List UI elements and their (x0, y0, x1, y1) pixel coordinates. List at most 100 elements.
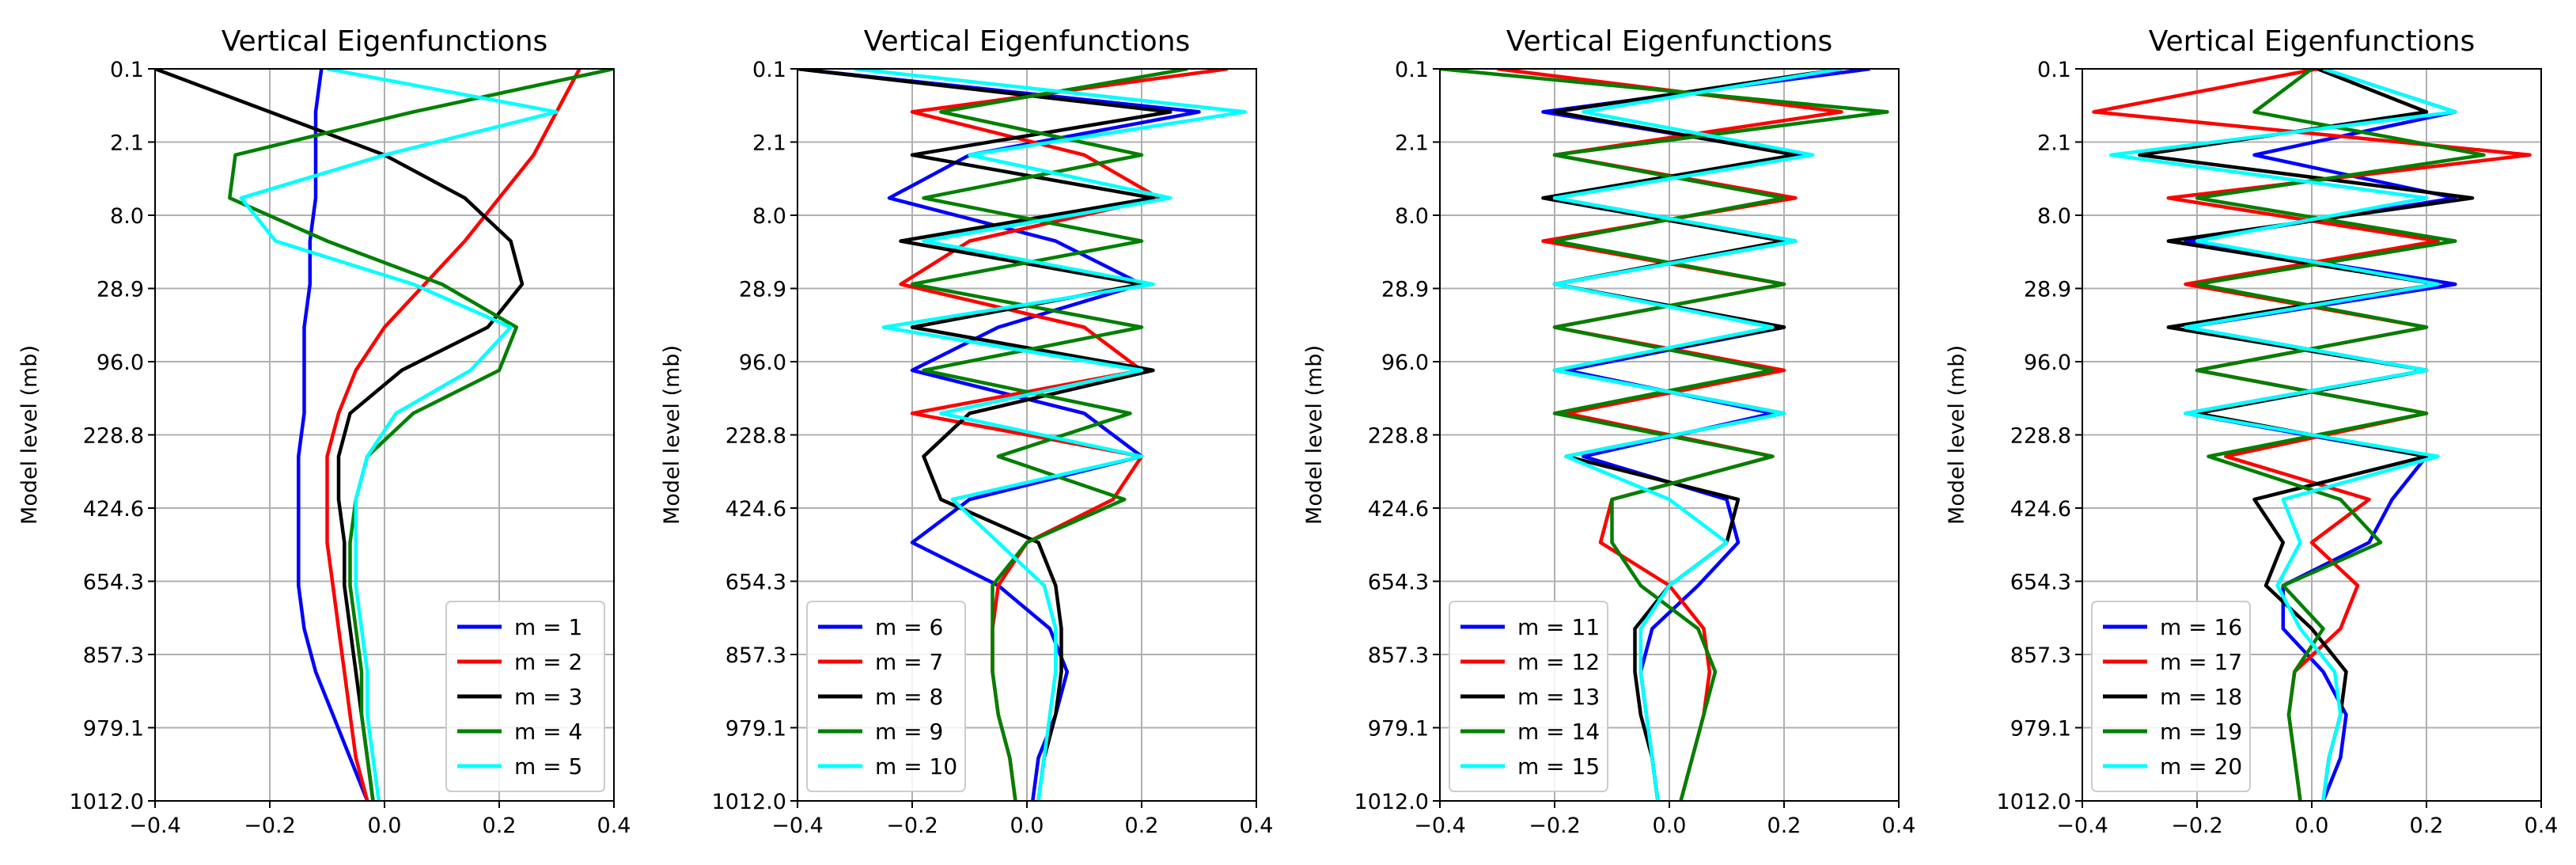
series-line-m9 (910, 69, 1188, 801)
legend-box (2091, 601, 2251, 792)
x-tick-label: −0.4 (1414, 814, 1466, 838)
legend: m = 1 m = 2 m = 3 m = 4 m = 5 (445, 601, 605, 792)
y-tick-label: 8.0 (2037, 204, 2071, 229)
legend-label: m = 14 (1517, 719, 1600, 745)
series-line-m8 (797, 69, 1172, 801)
legend-label: m = 11 (1517, 614, 1600, 640)
x-tick-label: 0.4 (2525, 814, 2559, 838)
y-tick-label: 424.6 (2010, 497, 2071, 522)
panel-1: −0.4 −0.2 0.0 0.2 0.4 0.1 2.1 8.0 28.9 96.0 228.8 4… (17, 25, 631, 838)
x-tick-label: 0.4 (597, 814, 631, 838)
series-line-m20 (2109, 69, 2457, 801)
x-tick-label: 0.2 (1767, 814, 1801, 838)
legend-label: m = 12 (1517, 649, 1600, 675)
y-tick-label: 96.0 (1381, 351, 1429, 375)
y-axis-label: Model level (mb) (660, 345, 684, 525)
legend-label: m = 10 (875, 753, 957, 780)
y-tick-label: 979.1 (2010, 717, 2071, 742)
series-line-m1 (297, 69, 369, 801)
x-tick-label: 0.2 (1125, 814, 1159, 838)
y-tick-label: 0.1 (1395, 58, 1429, 82)
chart-title: Vertical Eigenfunctions (222, 25, 548, 58)
y-tick-label: 228.8 (83, 424, 144, 449)
legend-label: m = 5 (514, 753, 582, 780)
y-tick-label: 96.0 (97, 351, 144, 375)
x-tick-label: 0.0 (1010, 814, 1044, 838)
x-tick-label: −0.4 (2056, 814, 2108, 838)
y-tick-label: 1012.0 (712, 790, 786, 814)
series-line-m5 (239, 69, 559, 801)
chart-title: Vertical Eigenfunctions (2149, 25, 2476, 58)
legend-label: m = 9 (875, 719, 943, 745)
y-tick-label: 979.1 (725, 717, 786, 742)
series-line-m15 (1552, 69, 1842, 801)
y-tick-label: 8.0 (1395, 204, 1429, 229)
legend-label: m = 1 (514, 614, 582, 640)
y-tick-label: 228.8 (725, 424, 786, 449)
x-tick-label: 0.2 (2410, 814, 2444, 838)
x-tick-label: −0.4 (129, 814, 181, 838)
legend-label: m = 17 (2160, 649, 2242, 675)
y-tick-label: 0.1 (110, 58, 144, 82)
legend: m = 16 m = 17 m = 18 m = 19 m = 20 (2091, 601, 2251, 792)
y-tick-label: 8.0 (110, 204, 144, 229)
y-axis-label: Model level (mb) (1302, 345, 1327, 525)
y-tick-label: 28.9 (739, 278, 786, 302)
series-line-m2 (325, 69, 581, 801)
y-tick-label: 2.1 (110, 131, 144, 156)
panel-3: −0.4 −0.2 0.0 0.2 0.4 0.1 2.1 8.0 28.9 96.0 228.8 4… (1302, 25, 1915, 838)
y-tick-label: 0.1 (2037, 58, 2071, 82)
y-axis-label: Model level (mb) (1945, 345, 1969, 525)
y-tick-label: 857.3 (725, 643, 786, 668)
x-tick-label: 0.0 (368, 814, 402, 838)
legend-label: m = 4 (514, 719, 582, 745)
y-tick-label: 654.3 (1368, 571, 1429, 595)
legend-label: m = 19 (2160, 719, 2242, 745)
x-tick-label: −0.2 (886, 814, 938, 838)
y-tick-label: 1012.0 (1354, 790, 1429, 814)
y-tick-label: 0.1 (752, 58, 786, 82)
series-line-m4 (228, 69, 614, 801)
series-line-m6 (797, 69, 1201, 801)
y-tick-label: 96.0 (739, 351, 786, 375)
x-tick-label: 0.4 (1240, 814, 1274, 838)
y-tick-label: 28.9 (97, 278, 144, 302)
y-tick-label: 28.9 (2024, 278, 2071, 302)
legend-label: m = 13 (1517, 684, 1600, 710)
y-tick-label: 979.1 (83, 717, 144, 742)
x-tick-label: −0.4 (771, 814, 824, 838)
legend-label: m = 6 (875, 614, 943, 640)
y-tick-label: 857.3 (1368, 643, 1429, 668)
y-tick-label: 228.8 (2010, 424, 2071, 449)
legend-label: m = 8 (875, 684, 943, 710)
series-line-m10 (854, 69, 1247, 801)
y-tick-label: 654.3 (725, 571, 786, 595)
y-tick-label: 1012.0 (70, 790, 144, 814)
panel-4: −0.4 −0.2 0.0 0.2 0.4 0.1 2.1 8.0 28.9 96.0 228.8 4… (1945, 25, 2558, 838)
y-tick-label: 654.3 (2010, 571, 2071, 595)
y-tick-label: 96.0 (2024, 351, 2071, 375)
legend-box (445, 601, 605, 792)
legend-label: m = 15 (1517, 753, 1600, 780)
x-tick-label: 0.4 (1882, 814, 1916, 838)
x-tick-label: −0.2 (2171, 814, 2223, 838)
x-tick-label: 0.0 (2295, 814, 2329, 838)
x-tick-label: −0.2 (1529, 814, 1581, 838)
y-tick-label: 857.3 (2010, 643, 2071, 668)
legend-label: m = 20 (2160, 753, 2242, 780)
legend-box (806, 601, 966, 792)
y-tick-label: 1012.0 (1997, 790, 2071, 814)
legend-label: m = 2 (514, 649, 582, 675)
legend-box (1449, 601, 1608, 792)
y-tick-label: 228.8 (1368, 424, 1429, 449)
y-tick-label: 28.9 (1381, 278, 1429, 302)
legend: m = 11 m = 12 m = 13 m = 14 m = 15 (1449, 601, 1608, 792)
chart-title: Vertical Eigenfunctions (864, 25, 1191, 58)
series-line-m3 (155, 69, 525, 801)
series-line-m14 (1440, 69, 1889, 801)
legend-label: m = 7 (875, 649, 943, 675)
x-tick-label: −0.2 (244, 814, 296, 838)
y-tick-label: 654.3 (83, 571, 144, 595)
legend-label: m = 18 (2160, 684, 2242, 710)
